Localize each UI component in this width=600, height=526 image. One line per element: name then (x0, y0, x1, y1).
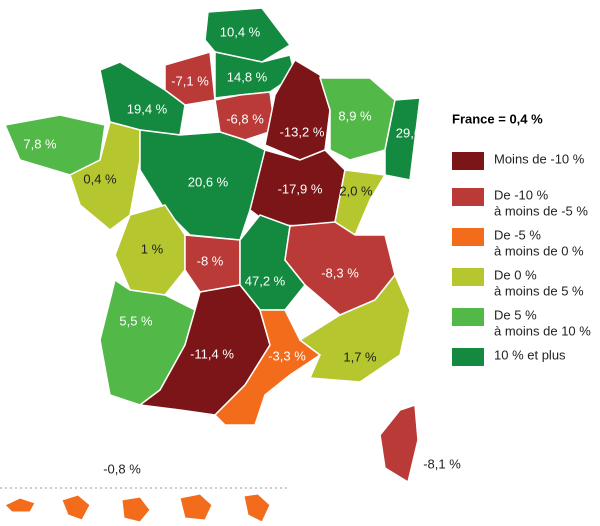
region (334, 169, 387, 237)
region-label: 7,8 % (23, 136, 57, 151)
region-label: -13,2 % (280, 124, 325, 139)
region (318, 77, 396, 161)
overseas-region (61, 494, 91, 521)
region-label: 47,2 % (245, 273, 286, 288)
region-label: -8 % (197, 253, 224, 268)
region-label: 2,0 % (339, 183, 373, 198)
region-label: 29,6 % (396, 125, 437, 140)
region-label: -8,3 % (321, 265, 359, 280)
region-label: 19,4 % (127, 101, 168, 116)
legend-label: De 5 % (494, 307, 537, 322)
region-label: 5,5 % (119, 313, 153, 328)
region-label: 10,4 % (220, 24, 261, 39)
region (164, 51, 216, 106)
legend-label: à moins de 10 % (494, 323, 591, 338)
legend-swatch (452, 348, 484, 366)
region (379, 403, 419, 484)
region-label: -7,1 % (171, 73, 209, 88)
legend-label: De -10 % (494, 187, 549, 202)
overseas-region (179, 493, 213, 521)
legend-swatch (452, 268, 484, 286)
legend-label: à moins de -5 % (494, 203, 588, 218)
region-label: -11,4 % (190, 346, 234, 361)
legend-label: à moins de 5 % (494, 283, 584, 298)
legend: Moins de -10 % De -10 %à moins de -5 % De … (452, 151, 591, 366)
region-label: 20,6 % (188, 174, 229, 189)
map-title: France = 0,4 % (452, 111, 543, 126)
legend-label: De -5 % (494, 227, 541, 242)
region (298, 273, 411, 383)
region-label: -3,3 % (268, 348, 306, 363)
legend-label: Moins de -10 % (494, 151, 585, 166)
region-label: -8,1 % (423, 456, 461, 471)
overseas-region (4, 497, 36, 513)
region-label: 0,4 % (83, 171, 117, 186)
overseas-region (121, 496, 151, 523)
region-label: -6,8 % (226, 111, 264, 126)
legend-label: De 0 % (494, 267, 537, 282)
region (213, 309, 322, 426)
legend-swatch (452, 152, 484, 170)
overseas-label: -0,8 % (103, 461, 141, 476)
region-label: -17,9 % (278, 181, 323, 196)
region (384, 97, 421, 181)
region-label: 14,8 % (227, 69, 268, 84)
region (114, 204, 186, 296)
legend-swatch (452, 308, 484, 326)
region-label: 1 % (141, 241, 164, 256)
labels: 10,4 % -7,1 % 14,8 % 19,4 % -6,8 % -13,2 % 8,9… (23, 24, 461, 476)
region-label: 8,9 % (338, 108, 372, 123)
legend-label: 10 % et plus (494, 347, 566, 362)
legend-label: à moins de 0 % (494, 243, 584, 258)
legend-swatch (452, 228, 484, 246)
regions (3, 7, 421, 523)
region-label: 1,7 % (343, 349, 377, 364)
legend-swatch (452, 188, 484, 206)
overseas-region (243, 493, 271, 523)
